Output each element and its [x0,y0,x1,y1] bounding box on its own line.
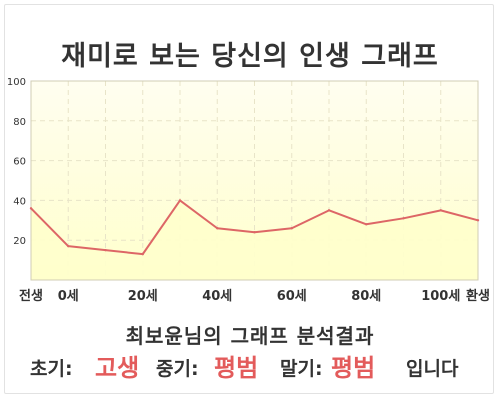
x-tick-label: 환생 [466,288,490,304]
x-tick-label: 20세 [128,289,158,304]
y-tick-label: 60 [13,157,26,168]
data-point [253,231,256,234]
result-title: 최보윤님의 그래프 분석결과 [125,324,375,348]
data-point [67,244,70,248]
data-point [29,207,33,210]
result-suffix: 입니다 [406,358,459,380]
data-point [290,227,293,230]
life-graph-chart: 20 40 60 80 100 전생 0세 20세 40세 60세 80세 100세 환생 [7,77,490,304]
early-label: 초기: [30,358,73,380]
y-tick-label: 100 [7,77,26,88]
data-point [141,252,144,256]
mid-label: 중기: [156,358,199,380]
plot-frame [30,80,479,281]
y-tick-label: 20 [13,236,26,247]
data-point [104,248,107,252]
card-frame [4,4,494,394]
x-tick-label: 0세 [58,289,79,304]
data-point [216,227,219,230]
data-point [365,223,368,226]
result-summary: 초기: 고생 중기: 평범 말기: 평범 입니다 [0,346,500,382]
early-value: 고생 [95,354,140,382]
x-tick-label: 전생 [19,288,43,304]
area-fill [31,200,478,280]
data-point [402,217,405,220]
data-point [327,209,331,212]
data-point [439,209,442,212]
late-value: 평범 [331,354,376,382]
x-tick-label: 100세 [421,289,460,304]
y-tick-label: 40 [13,196,26,207]
page-title: 재미로 보는 당신의 인생 그래프 [61,41,439,72]
x-tick-label: 40세 [202,289,232,304]
x-tick-label: 60세 [277,289,307,304]
mid-value: 평범 [214,354,259,382]
y-tick-label: 80 [13,117,26,128]
data-point [476,219,480,222]
late-label: 말기: [280,358,323,380]
data-point [178,199,182,202]
x-tick-label: 80세 [351,289,381,304]
